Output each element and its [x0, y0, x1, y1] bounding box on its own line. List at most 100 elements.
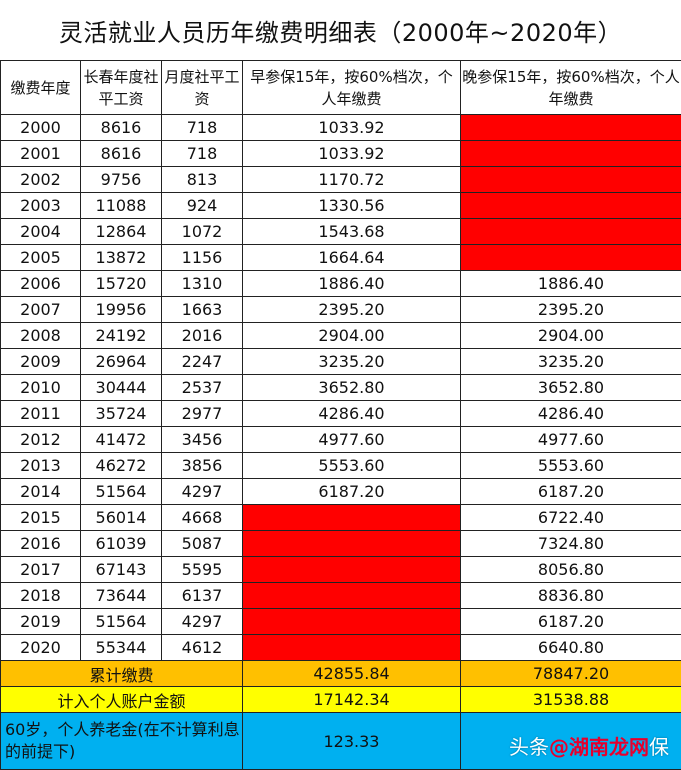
- cell-monthly-wage: 2016: [162, 323, 243, 349]
- cell-monthly-wage: 5087: [162, 531, 243, 557]
- cell-year: 2006: [1, 271, 81, 297]
- cell-year: 2014: [1, 479, 81, 505]
- cell-monthly-wage: 2537: [162, 375, 243, 401]
- cell-late-payment: 8836.80: [461, 583, 681, 609]
- cell-year: 2000: [1, 115, 81, 141]
- cell-early-payment: 1886.40: [243, 271, 461, 297]
- cell-monthly-wage: 924: [162, 193, 243, 219]
- cell-year: 2008: [1, 323, 81, 349]
- cell-year: 2001: [1, 141, 81, 167]
- cell-annual-wage: 41472: [81, 427, 162, 453]
- not-paid-cell: [243, 557, 461, 583]
- watermark-suffix: 保: [649, 735, 669, 759]
- cell-late-payment: 6640.80: [461, 635, 681, 661]
- total-row-early: 42855.84: [243, 661, 461, 687]
- not-paid-cell: [243, 635, 461, 661]
- cell-annual-wage: 51564: [81, 479, 162, 505]
- cell-early-payment: 4286.40: [243, 401, 461, 427]
- not-paid-cell: [243, 505, 461, 531]
- cell-monthly-wage: 1310: [162, 271, 243, 297]
- cell-year: 2007: [1, 297, 81, 323]
- cell-early-payment: 1033.92: [243, 141, 461, 167]
- watermark-prefix: 头条: [509, 735, 549, 759]
- not-paid-cell: [243, 583, 461, 609]
- cell-year: 2010: [1, 375, 81, 401]
- header-row: 缴费年度 长春年度社平工资 月度社平工资 早参保15年，按60%档次，个人年缴费…: [1, 61, 681, 115]
- pension-row-label: 60岁，个人养老金(在不计算利息的前提下): [1, 713, 243, 770]
- cell-year: 2020: [1, 635, 81, 661]
- cell-monthly-wage: 6137: [162, 583, 243, 609]
- sheet-title: 灵活就业人员历年缴费明细表（2000年~2020年）: [0, 0, 681, 61]
- cell-year: 2012: [1, 427, 81, 453]
- cell-year: 2015: [1, 505, 81, 531]
- cell-early-payment: 2904.00: [243, 323, 461, 349]
- cell-year: 2002: [1, 167, 81, 193]
- not-paid-cell: [461, 219, 681, 245]
- cell-late-payment: 2395.20: [461, 297, 681, 323]
- cell-year: 2019: [1, 609, 81, 635]
- cell-late-payment: 5553.60: [461, 453, 681, 479]
- cell-annual-wage: 15720: [81, 271, 162, 297]
- cell-late-payment: 2904.00: [461, 323, 681, 349]
- cell-late-payment: 4977.60: [461, 427, 681, 453]
- header-early-enroll: 早参保15年，按60%档次，个人年缴费: [243, 61, 461, 115]
- cell-monthly-wage: 4297: [162, 609, 243, 635]
- account-row-early: 17142.34: [243, 687, 461, 713]
- not-paid-cell: [461, 167, 681, 193]
- cell-late-payment: 1886.40: [461, 271, 681, 297]
- cell-late-payment: 3652.80: [461, 375, 681, 401]
- header-year: 缴费年度: [1, 61, 81, 115]
- account-row-label: 计入个人账户金额: [1, 687, 243, 713]
- header-annual-wage: 长春年度社平工资: [81, 61, 162, 115]
- cell-early-payment: 1170.72: [243, 167, 461, 193]
- cell-annual-wage: 67143: [81, 557, 162, 583]
- cell-monthly-wage: 1072: [162, 219, 243, 245]
- not-paid-cell: [243, 609, 461, 635]
- cell-annual-wage: 26964: [81, 349, 162, 375]
- cell-year: 2011: [1, 401, 81, 427]
- cell-monthly-wage: 2977: [162, 401, 243, 427]
- cell-monthly-wage: 3456: [162, 427, 243, 453]
- pension-row-early: 123.33: [243, 713, 461, 770]
- cell-early-payment: 6187.20: [243, 479, 461, 505]
- cell-early-payment: 2395.20: [243, 297, 461, 323]
- cell-annual-wage: 9756: [81, 167, 162, 193]
- cell-early-payment: 4977.60: [243, 427, 461, 453]
- total-row-late: 78847.20: [461, 661, 681, 687]
- cell-late-payment: 4286.40: [461, 401, 681, 427]
- cell-monthly-wage: 4668: [162, 505, 243, 531]
- cell-monthly-wage: 4612: [162, 635, 243, 661]
- cell-late-payment: 6722.40: [461, 505, 681, 531]
- cell-annual-wage: 56014: [81, 505, 162, 531]
- header-late-enroll: 晚参保15年，按60%档次，个人年缴费: [461, 61, 681, 115]
- cell-late-payment: 8056.80: [461, 557, 681, 583]
- cell-early-payment: 1033.92: [243, 115, 461, 141]
- cell-early-payment: 1664.64: [243, 245, 461, 271]
- cell-monthly-wage: 3856: [162, 453, 243, 479]
- total-row-label: 累计缴费: [1, 661, 243, 687]
- cell-year: 2003: [1, 193, 81, 219]
- not-paid-cell: [461, 245, 681, 271]
- cell-annual-wage: 46272: [81, 453, 162, 479]
- cell-annual-wage: 19956: [81, 297, 162, 323]
- cell-year: 2009: [1, 349, 81, 375]
- cell-monthly-wage: 1663: [162, 297, 243, 323]
